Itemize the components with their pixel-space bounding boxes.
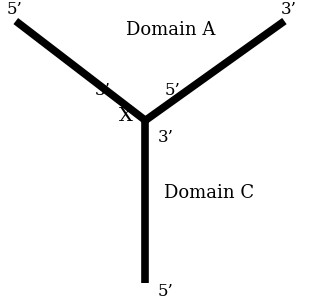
Text: X: X [119,107,133,125]
Text: 5’: 5’ [164,82,180,99]
Text: Domain C: Domain C [164,184,254,202]
Text: 5’: 5’ [158,284,174,300]
Text: 3’: 3’ [158,129,174,146]
Text: Domain A: Domain A [126,21,216,39]
Text: 5’: 5’ [6,1,22,17]
Text: 3’: 3’ [94,82,111,99]
Text: 3’: 3’ [281,1,297,17]
